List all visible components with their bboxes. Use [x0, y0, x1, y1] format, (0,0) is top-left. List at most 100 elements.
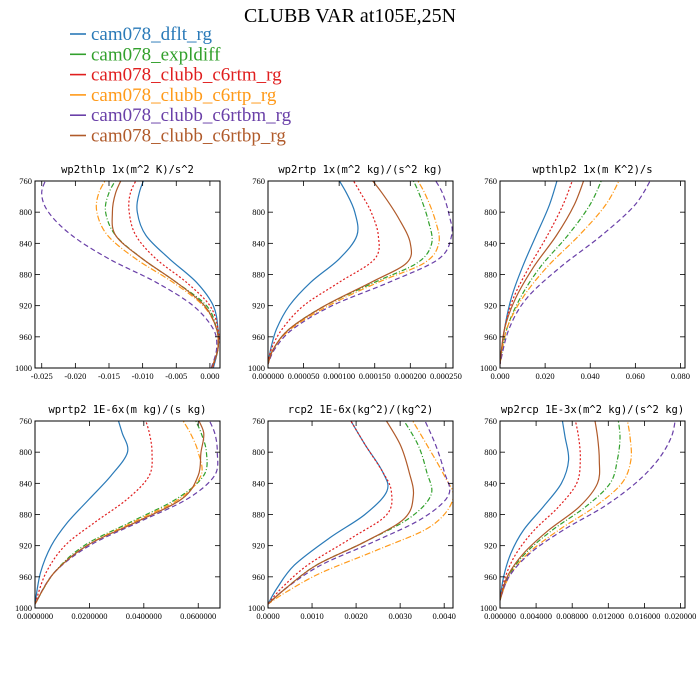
y-tick-label: 760: [19, 416, 32, 426]
series-line-cam078_clubb_c6rtm_rg: [35, 421, 153, 605]
x-tick-label: -0.005: [165, 371, 187, 381]
x-tick-label: 0.0200000: [71, 611, 107, 621]
y-tick-label: 840: [252, 478, 265, 488]
series-line-cam078_clubb_c6rtbp_rg: [500, 181, 585, 365]
legend-label: cam078_clubb_c6rtm_rg: [91, 65, 282, 86]
x-tick-label: 0.000250: [430, 371, 462, 381]
panel-2: wp2rtp 1x(m^2 kg)/(s^2 kg) 760 800 840 880 92…: [248, 164, 462, 381]
panel-3: wpthlp2 1x(m K^2)/s 760 800 840 880 920 960 100…: [480, 164, 690, 381]
y-tick-label: 800: [19, 447, 32, 457]
series-line-cam078_clubb_c6rtp_rg: [268, 181, 440, 365]
x-tick-label: 0.016000: [628, 611, 660, 621]
x-tick-label: 0.008000: [556, 611, 588, 621]
y-tick-label: 1000: [480, 603, 497, 613]
x-tick-label: -0.020: [64, 371, 86, 381]
y-tick-label: 880: [484, 510, 497, 520]
y-tick-label: 880: [19, 510, 32, 520]
y-tick-label: 960: [19, 572, 32, 582]
series-line-cam078_clubb_c6rtbm_rg: [500, 421, 676, 601]
series-line-cam078_clubb_c6rtbm_rg: [268, 181, 453, 365]
legend: cam078_dflt_rgcam078_expldiffcam078_club…: [70, 24, 292, 147]
y-tick-label: 880: [19, 270, 32, 280]
series-line-cam078_dflt_rg: [500, 421, 570, 601]
y-tick-label: 920: [19, 301, 32, 311]
series-line-cam078_clubb_c6rtbm_rg: [41, 181, 218, 368]
x-tick-label: 0.0400000: [126, 611, 162, 621]
legend-label: cam078_expldiff: [91, 44, 221, 65]
x-tick-label: 0.020: [536, 371, 555, 381]
series-line-cam078_expldiff: [500, 421, 621, 601]
panel-6: wp2rcp 1E-3x(m^2 kg)/(s^2 kg) 760 800 840 88…: [480, 404, 696, 621]
x-tick-label: 0.080: [671, 371, 690, 381]
y-tick-label: 760: [484, 176, 497, 186]
x-tick-label: 0.0040: [433, 611, 456, 621]
legend-label: cam078_clubb_c6rtp_rg: [91, 85, 277, 106]
y-tick-label: 1000: [480, 363, 497, 373]
x-tick-label: 0.0030: [388, 611, 411, 621]
legend-item: cam078_clubb_c6rtbm_rg: [70, 105, 292, 126]
y-tick-label: 1000: [15, 363, 32, 373]
x-tick-label: 0.060: [626, 371, 645, 381]
series-group: [500, 181, 651, 365]
y-tick-label: 800: [19, 207, 32, 217]
series-line-cam078_dflt_rg: [268, 181, 359, 365]
x-tick-label: 0.000: [200, 371, 219, 381]
panel-title: wp2thlp 1x(m^2 K)/s^2: [61, 164, 194, 176]
y-tick-label: 840: [252, 238, 265, 248]
series-line-cam078_dflt_rg: [35, 421, 129, 605]
y-tick-label: 760: [19, 176, 32, 186]
y-tick-label: 920: [19, 541, 32, 551]
legend-item: cam078_expldiff: [70, 44, 221, 65]
panel-4: wprtp2 1E-6x(m kg)/(s kg) 760 800 840 880 920…: [15, 404, 221, 621]
y-tick-label: 800: [252, 447, 265, 457]
series-line-cam078_clubb_c6rtp_rg: [268, 421, 453, 605]
series-line-cam078_expldiff: [268, 181, 433, 365]
y-tick-label: 840: [484, 478, 497, 488]
y-tick-label: 760: [252, 176, 265, 186]
x-tick-label: 0.0010: [300, 611, 323, 621]
x-tick-label: 0.0020: [344, 611, 367, 621]
y-tick-label: 920: [484, 541, 497, 551]
panels: wp2thlp 1x(m^2 K)/s^2 760 800 840 880 920 960 1…: [15, 164, 696, 621]
series-group: [35, 421, 219, 605]
x-tick-label: 0.020000: [665, 611, 697, 621]
y-tick-label: 920: [252, 541, 265, 551]
panel-5: rcp2 1E-6x(kg^2)/(kg^2) 760 800 840 880 920 96…: [248, 404, 456, 621]
x-tick-label: 0.004000: [520, 611, 552, 621]
x-tick-label: 0.000050: [288, 371, 320, 381]
y-tick-label: 960: [484, 332, 497, 342]
x-tick-label: 0.0600000: [180, 611, 216, 621]
y-tick-label: 960: [252, 332, 265, 342]
y-tick-label: 960: [19, 332, 32, 342]
y-tick-label: 880: [252, 510, 265, 520]
y-tick-label: 960: [252, 572, 265, 582]
panel-1: wp2thlp 1x(m^2 K)/s^2 760 800 840 880 920 960 1…: [15, 164, 221, 381]
y-tick-label: 840: [19, 478, 32, 488]
series-line-cam078_clubb_c6rtp_rg: [500, 421, 633, 601]
y-tick-label: 800: [252, 207, 265, 217]
x-tick-label: 0.000150: [359, 371, 391, 381]
y-tick-label: 960: [484, 572, 497, 582]
legend-item: cam078_clubb_c6rtm_rg: [70, 65, 282, 86]
series-group: [268, 421, 453, 605]
legend-label: cam078_clubb_c6rtbm_rg: [91, 105, 292, 126]
y-tick-label: 840: [484, 238, 497, 248]
series-line-cam078_clubb_c6rtbp_rg: [35, 421, 205, 605]
x-tick-label: 0.000100: [323, 371, 355, 381]
y-tick-label: 800: [484, 447, 497, 457]
y-tick-label: 920: [484, 301, 497, 311]
panel-title: wp2rcp 1E-3x(m^2 kg)/(s^2 kg): [501, 404, 684, 416]
y-tick-label: 880: [484, 270, 497, 280]
series-line-cam078_expldiff: [500, 181, 602, 365]
legend-label: cam078_dflt_rg: [91, 24, 213, 45]
x-tick-label: 0.012000: [592, 611, 624, 621]
x-tick-label: 0.000000: [484, 611, 516, 621]
legend-label: cam078_clubb_c6rtbp_rg: [91, 126, 286, 147]
y-tick-label: 760: [484, 416, 497, 426]
y-tick-label: 880: [252, 270, 265, 280]
y-tick-label: 840: [19, 238, 32, 248]
series-line-cam078_clubb_c6rtp_rg: [500, 181, 620, 365]
series-line-cam078_clubb_c6rtm_rg: [500, 421, 581, 601]
